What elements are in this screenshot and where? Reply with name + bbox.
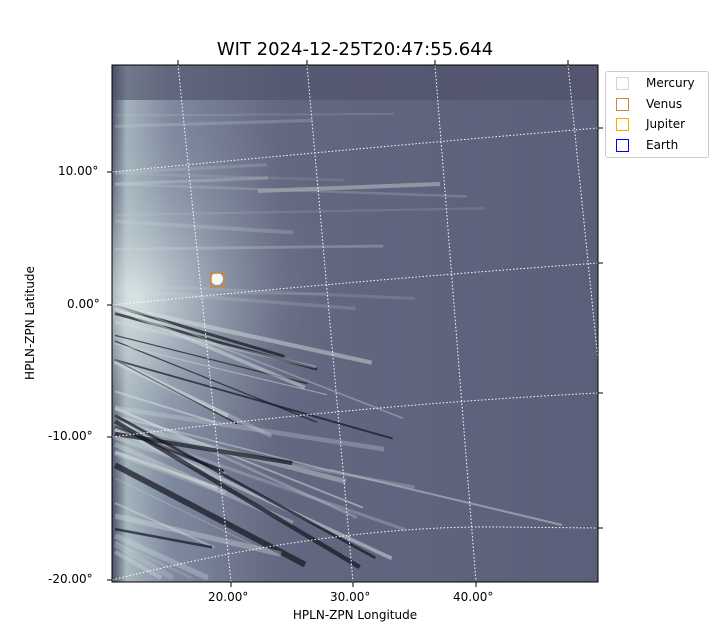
streak — [114, 163, 267, 175]
streak — [114, 450, 218, 490]
y-tick-label: -20.00° — [48, 572, 93, 586]
streak — [114, 304, 285, 358]
legend-item-venus: Venus — [616, 96, 682, 112]
streak — [114, 283, 415, 301]
legend-swatch — [616, 117, 629, 131]
streak — [114, 334, 308, 385]
streak — [114, 304, 373, 365]
legend: Mercury Venus Jupiter Earth — [605, 71, 709, 158]
axis-ticks — [107, 60, 603, 587]
streak — [114, 527, 213, 549]
streak — [113, 541, 175, 581]
streak — [114, 390, 216, 424]
axes-frame — [111, 64, 599, 583]
streak — [114, 359, 393, 440]
y-axis-label: HPLN-ZPN Latitude — [23, 266, 37, 380]
x-tick-label: 30.00° — [330, 590, 371, 604]
streak — [114, 288, 356, 311]
venus-marker — [210, 272, 225, 288]
streak — [114, 415, 332, 472]
streak — [114, 405, 385, 452]
streak — [114, 304, 403, 419]
streak — [114, 405, 358, 519]
x-tick-label: 40.00° — [453, 590, 494, 604]
streak — [114, 219, 294, 235]
legend-label: Earth — [646, 138, 679, 152]
streak — [114, 305, 306, 390]
streak — [114, 513, 282, 557]
streak — [114, 408, 364, 509]
streak — [113, 549, 163, 580]
streak — [114, 502, 215, 549]
y-tick-label: -10.00° — [48, 429, 93, 443]
legend-item-mercury: Mercury — [616, 75, 695, 91]
streak — [114, 207, 486, 217]
chart-title: WIT 2024-12-25T20:47:55.644 — [216, 39, 494, 60]
y-tick-label: 0.00° — [67, 297, 100, 311]
streak — [114, 176, 269, 186]
legend-item-jupiter: Jupiter — [616, 116, 685, 132]
streak — [114, 340, 318, 423]
streak — [114, 427, 406, 532]
streak — [113, 462, 307, 568]
x-axis-label: HPLN-ZPN Longitude — [292, 608, 418, 622]
streak — [114, 343, 328, 396]
streak — [113, 419, 361, 570]
legend-swatch — [616, 138, 629, 152]
image-layer — [112, 65, 598, 582]
streak — [114, 450, 228, 496]
streak — [114, 431, 293, 466]
y-tick-label: 10.00° — [58, 164, 99, 178]
streak — [114, 244, 384, 251]
streak — [114, 299, 217, 345]
streak — [113, 533, 210, 581]
streak — [114, 292, 330, 295]
streak — [114, 312, 318, 371]
x-tick-label: 20.00° — [208, 590, 249, 604]
streak — [114, 118, 313, 128]
streak — [114, 358, 273, 438]
legend-swatch — [616, 76, 629, 90]
coordinate-grid — [112, 65, 598, 582]
streak — [114, 320, 317, 369]
legend-label: Mercury — [646, 76, 695, 90]
streak — [114, 540, 193, 580]
legend-swatch — [616, 97, 629, 111]
legend-item-earth: Earth — [616, 137, 678, 153]
streak — [114, 359, 238, 425]
streak — [114, 172, 344, 182]
streak — [114, 112, 395, 117]
legend-label: Jupiter — [646, 117, 686, 131]
streak — [114, 477, 262, 550]
legend-label: Venus — [646, 97, 683, 111]
